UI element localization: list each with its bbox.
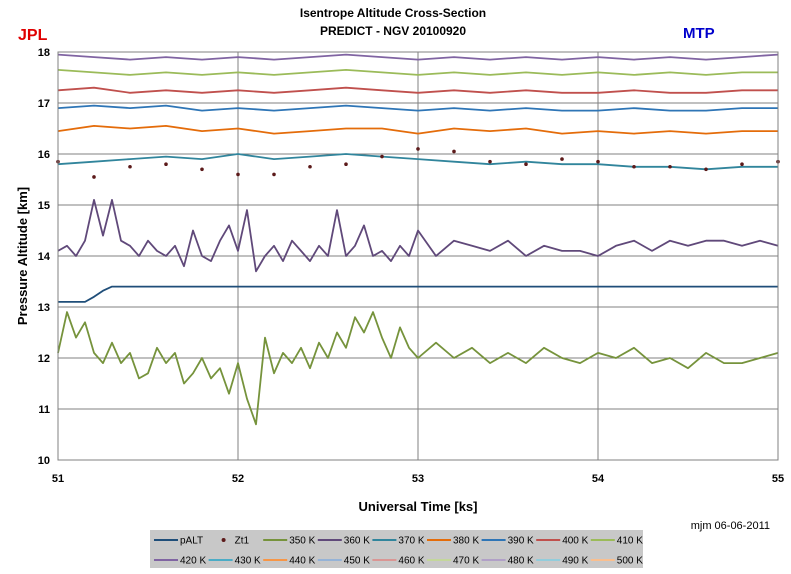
series-line-350-k	[57, 311, 779, 426]
legend-label: 450 K	[344, 556, 370, 567]
zt1-point	[668, 164, 672, 169]
zt1-point	[416, 147, 420, 151]
legend-label: 390 K	[508, 536, 534, 547]
series-line-360-k	[57, 198, 779, 273]
series-layer	[56, 53, 780, 426]
zt1-point	[92, 175, 96, 179]
legend-label: 360 K	[344, 536, 370, 547]
legend-marker	[221, 538, 226, 542]
x-tick-label: 54	[592, 473, 605, 485]
zt1-point	[524, 162, 528, 166]
zt1-point	[200, 167, 204, 172]
mtp-label: MTP	[683, 25, 715, 42]
y-tick-label: 15	[38, 200, 50, 212]
x-tick-label: 52	[232, 473, 244, 485]
x-tick-label: 53	[412, 473, 424, 485]
x-axis-ticks: 51 52 53 54 55	[52, 473, 784, 485]
legend-label: Zt1	[235, 536, 250, 547]
legend-entry-450-k: 450 K	[317, 556, 370, 567]
legend-entry-500-k: 500 K	[590, 556, 643, 567]
zt1-point	[308, 164, 312, 169]
credit-text: mjm 06-06-2011	[691, 520, 770, 532]
legend-label: 470 K	[453, 556, 479, 567]
zt1-point	[272, 172, 276, 177]
legend: pALT Zt1 350 K 360 K 370 K 380 K 390 K 400 K 410…	[154, 536, 643, 567]
x-tick-label: 51	[52, 473, 64, 485]
plot-frame	[57, 51, 779, 461]
series-line-370-k	[57, 153, 778, 171]
legend-entry-410-k: 410 K	[590, 536, 643, 547]
zt1-point	[704, 167, 708, 172]
legend-label: 410 K	[617, 536, 643, 547]
legend-label: 380 K	[453, 536, 479, 547]
y-axis-label: Pressure Altitude [km]	[15, 187, 30, 325]
legend-box	[150, 530, 643, 568]
jpl-label: JPL	[18, 27, 48, 44]
y-tick-label: 14	[38, 251, 51, 263]
series-zt1	[56, 147, 780, 179]
legend-label: 430 K	[235, 556, 261, 567]
y-tick-label: 18	[38, 47, 50, 59]
legend-label: 370 K	[398, 536, 424, 547]
zt1-point	[344, 162, 348, 166]
legend-entry-460-k: 460 K	[372, 556, 425, 567]
y-tick-label: 13	[38, 302, 50, 314]
legend-entry-420-k: 420 K	[154, 556, 206, 567]
series-line-400-k	[57, 86, 778, 94]
x-tick-label: 55	[772, 473, 784, 485]
legend-entry-400-k: 400 K	[536, 536, 589, 547]
legend-entry-350-k: 350 K	[263, 536, 316, 547]
series-line-420-k	[57, 53, 779, 61]
series-line-380-k	[57, 125, 778, 135]
legend-label: 350 K	[289, 536, 315, 547]
legend-entry-palt: pALT	[154, 536, 203, 547]
y-tick-label: 11	[38, 404, 50, 416]
zt1-point	[596, 159, 600, 164]
legend-entry-490-k: 490 K	[536, 556, 589, 567]
zt1-point	[560, 157, 564, 161]
zt1-point	[128, 164, 132, 169]
legend-label: 420 K	[180, 556, 206, 567]
zt1-point	[164, 162, 168, 166]
y-tick-label: 16	[38, 149, 50, 161]
legend-label: 400 K	[562, 536, 588, 547]
y-axis-ticks: 10 11 12 13 14 15 16 17 18	[38, 47, 51, 467]
legend-entry-390-k: 390 K	[481, 536, 534, 547]
zt1-point	[380, 154, 384, 159]
legend-entry-370-k: 370 K	[372, 536, 425, 547]
legend-entry-430-k: 430 K	[208, 556, 261, 567]
zt1-point	[740, 162, 744, 166]
zt1-point	[632, 164, 636, 169]
zt1-point	[488, 159, 492, 164]
y-tick-label: 17	[38, 98, 50, 110]
x-axis-label: Universal Time [ks]	[359, 499, 478, 514]
y-tick-label: 10	[38, 455, 50, 467]
zt1-point	[236, 172, 240, 177]
legend-label: 480 K	[508, 556, 534, 567]
series-line-palt	[58, 285, 778, 303]
series-line-390-k	[57, 104, 778, 112]
legend-label: 460 K	[398, 556, 424, 567]
legend-entry-480-k: 480 K	[481, 556, 534, 567]
legend-entry-360-k: 360 K	[317, 536, 370, 547]
legend-entry-380-k: 380 K	[427, 536, 479, 547]
legend-label: 440 K	[289, 556, 315, 567]
zt1-point	[452, 149, 456, 154]
chart-subtitle: PREDICT - NGV 20100920	[320, 24, 466, 38]
legend-label: pALT	[180, 536, 203, 547]
legend-label: 500 K	[617, 556, 643, 567]
legend-entry-470-k: 470 K	[427, 556, 479, 567]
legend-entry-zt1: Zt1	[221, 536, 250, 547]
legend-entry-440-k: 440 K	[263, 556, 316, 567]
legend-label: 490 K	[562, 556, 588, 567]
series-line-410-k	[57, 69, 778, 76]
chart-title: Isentrope Altitude Cross-Section	[300, 6, 486, 20]
y-tick-label: 12	[38, 353, 50, 365]
